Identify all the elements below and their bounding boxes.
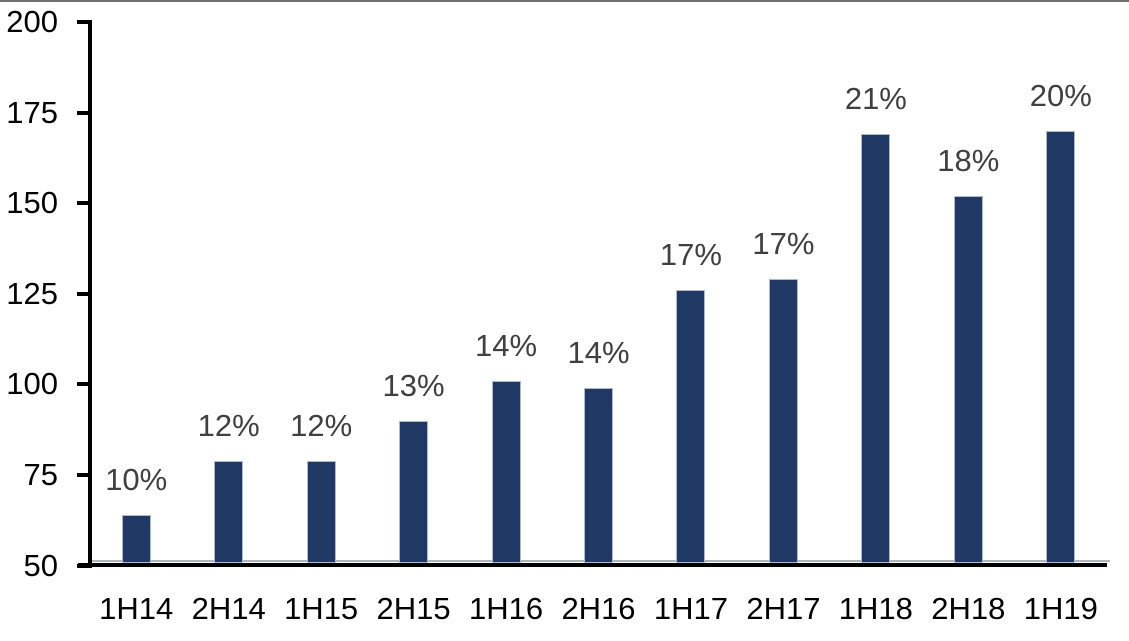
bar-2H16	[584, 388, 613, 563]
y-axis-tick-label: 100	[6, 366, 58, 402]
bar-1H15	[306, 460, 336, 563]
bar-value-label: 12%	[290, 407, 353, 443]
bar-value-label: 14%	[475, 327, 538, 363]
bar-2H15	[399, 420, 429, 563]
y-axis-tick-mark	[77, 473, 90, 478]
y-axis-tick-label: 50	[23, 547, 58, 583]
x-axis-tick-label: 1H16	[468, 591, 544, 626]
y-axis-tick-label: 175	[6, 94, 58, 130]
x-axis-tick-label: 2H18	[931, 591, 1006, 626]
y-axis-tick-mark	[77, 110, 90, 115]
x-axis-tick-label: 1H14	[99, 591, 174, 626]
x-axis-tick-label: 2H14	[191, 591, 266, 626]
bar-value-label: 14%	[567, 335, 630, 371]
x-axis-tick-label: 1H18	[838, 591, 913, 626]
x-axis-tick-label: 1H19	[1023, 591, 1098, 626]
x-axis-tick-label: 2H15	[376, 591, 451, 626]
bar-1H14	[121, 514, 151, 563]
y-axis-tick-label: 75	[23, 457, 58, 493]
top-edge-line	[0, 0, 1129, 2]
bar-value-label: 12%	[197, 407, 260, 443]
y-axis-tick-label: 150	[6, 185, 58, 221]
bar-1H17	[676, 290, 706, 563]
bar-value-label: 21%	[844, 81, 907, 117]
bar-value-label: 17%	[659, 237, 722, 273]
y-axis-tick-mark	[77, 291, 90, 296]
bar-value-label: 17%	[752, 226, 815, 262]
bar-value-label: 13%	[382, 367, 445, 403]
bar-1H16	[491, 380, 521, 563]
y-axis-line	[88, 20, 92, 568]
y-axis-tick-mark	[77, 201, 90, 206]
bar-2H14	[214, 460, 244, 563]
y-axis-tick-label: 125	[6, 275, 58, 311]
x-axis-line	[78, 563, 1107, 567]
bar-value-label: 20%	[1029, 77, 1092, 113]
bar-1H18	[861, 134, 891, 563]
x-axis-tick-label: 1H15	[284, 591, 359, 626]
bar-value-label: 18%	[937, 142, 1000, 178]
x-axis-tick-label: 2H16	[561, 591, 636, 626]
x-axis-tick-label: 2H17	[746, 591, 821, 626]
y-axis-tick-label: 200	[6, 4, 58, 39]
bar-1H19	[1046, 130, 1076, 563]
y-axis-tick-mark	[77, 20, 90, 24]
bar-value-label: 10%	[105, 461, 168, 497]
bar-2H17	[768, 279, 798, 563]
y-axis-tick-mark	[77, 382, 90, 387]
x-axis-tick-label: 1H17	[653, 591, 728, 626]
bar-2H18	[953, 195, 983, 563]
